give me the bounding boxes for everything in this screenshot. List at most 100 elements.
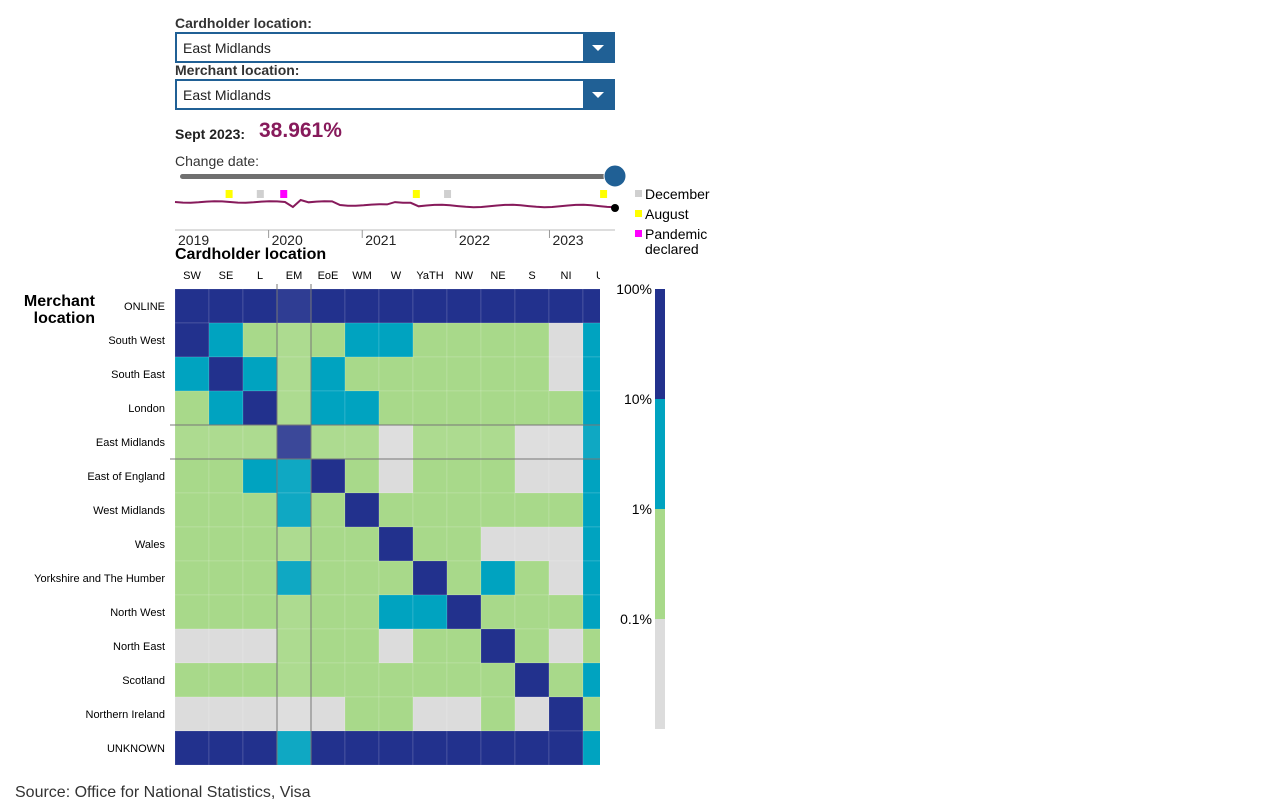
heatmap-cell[interactable] bbox=[514, 594, 550, 630]
heatmap-cell[interactable] bbox=[378, 288, 414, 324]
heatmap-cell[interactable] bbox=[412, 594, 448, 630]
heatmap-cell[interactable] bbox=[412, 662, 448, 698]
heatmap-cell[interactable] bbox=[412, 560, 448, 596]
heatmap-cell[interactable] bbox=[548, 560, 584, 596]
heatmap-cell[interactable] bbox=[310, 458, 346, 494]
heatmap-cell[interactable] bbox=[582, 424, 600, 460]
heatmap-cell[interactable] bbox=[242, 696, 278, 732]
heatmap-cell[interactable] bbox=[208, 594, 244, 630]
heatmap-cell[interactable] bbox=[412, 628, 448, 664]
heatmap-cell[interactable] bbox=[446, 492, 482, 528]
heatmap-cell[interactable] bbox=[378, 356, 414, 392]
heatmap-cell[interactable] bbox=[446, 560, 482, 596]
heatmap-cell[interactable] bbox=[548, 288, 584, 324]
heatmap-cell[interactable] bbox=[174, 594, 210, 630]
heatmap-cell[interactable] bbox=[480, 730, 516, 766]
heatmap-cell[interactable] bbox=[174, 322, 210, 358]
heatmap-cell[interactable] bbox=[446, 288, 482, 324]
heatmap-cell[interactable] bbox=[276, 458, 312, 494]
heatmap-cell[interactable] bbox=[548, 662, 584, 698]
heatmap-cell[interactable] bbox=[310, 594, 346, 630]
heatmap-cell[interactable] bbox=[514, 730, 550, 766]
heatmap-cell[interactable] bbox=[310, 424, 346, 460]
heatmap-cell[interactable] bbox=[548, 730, 584, 766]
heatmap-cell[interactable] bbox=[514, 696, 550, 732]
heatmap-cell[interactable] bbox=[344, 662, 380, 698]
heatmap-cell[interactable] bbox=[310, 492, 346, 528]
heatmap-cell[interactable] bbox=[344, 696, 380, 732]
heatmap-cell[interactable] bbox=[242, 288, 278, 324]
heatmap-cell[interactable] bbox=[582, 390, 600, 426]
heatmap-cell[interactable] bbox=[582, 628, 600, 664]
heatmap-cell[interactable] bbox=[310, 628, 346, 664]
heatmap-cell[interactable] bbox=[378, 390, 414, 426]
heatmap-cell[interactable] bbox=[412, 730, 448, 766]
heatmap-cell[interactable] bbox=[582, 594, 600, 630]
heatmap-cell[interactable] bbox=[548, 322, 584, 358]
heatmap-cell[interactable] bbox=[446, 628, 482, 664]
heatmap-cell[interactable] bbox=[480, 560, 516, 596]
heatmap-cell[interactable] bbox=[208, 560, 244, 596]
heatmap-cell[interactable] bbox=[446, 526, 482, 562]
chevron-down-icon[interactable] bbox=[583, 81, 613, 108]
heatmap-cell[interactable] bbox=[514, 492, 550, 528]
heatmap-cell[interactable] bbox=[480, 458, 516, 494]
heatmap-cell[interactable] bbox=[514, 662, 550, 698]
heatmap-cell[interactable] bbox=[582, 662, 600, 698]
heatmap-cell[interactable] bbox=[412, 492, 448, 528]
heatmap-cell[interactable] bbox=[310, 288, 346, 324]
heatmap-cell[interactable] bbox=[344, 390, 380, 426]
heatmap-cell[interactable] bbox=[412, 356, 448, 392]
heatmap-cell[interactable] bbox=[378, 322, 414, 358]
heatmap-cell[interactable] bbox=[514, 288, 550, 324]
heatmap-cell[interactable] bbox=[208, 424, 244, 460]
merchant-location-select[interactable]: East Midlands bbox=[175, 79, 615, 110]
heatmap-cell[interactable] bbox=[208, 628, 244, 664]
heatmap-cell[interactable] bbox=[174, 696, 210, 732]
heatmap-cell[interactable] bbox=[208, 696, 244, 732]
heatmap-cell[interactable] bbox=[208, 390, 244, 426]
heatmap-cell[interactable] bbox=[174, 526, 210, 562]
heatmap-cell[interactable] bbox=[480, 696, 516, 732]
heatmap-cell[interactable] bbox=[344, 322, 380, 358]
heatmap-cell[interactable] bbox=[310, 662, 346, 698]
cardholder-location-select[interactable]: East Midlands bbox=[175, 32, 615, 63]
heatmap-cell[interactable] bbox=[378, 628, 414, 664]
heatmap-cell[interactable] bbox=[514, 390, 550, 426]
heatmap-cell[interactable] bbox=[582, 322, 600, 358]
heatmap-cell[interactable] bbox=[480, 390, 516, 426]
heatmap-cell[interactable] bbox=[242, 492, 278, 528]
heatmap-cell[interactable] bbox=[344, 560, 380, 596]
heatmap-cell[interactable] bbox=[310, 356, 346, 392]
heatmap-cell[interactable] bbox=[582, 526, 600, 562]
heatmap-cell[interactable] bbox=[446, 356, 482, 392]
heatmap-cell[interactable] bbox=[276, 594, 312, 630]
heatmap-cell[interactable] bbox=[446, 662, 482, 698]
heatmap-cell[interactable] bbox=[276, 696, 312, 732]
heatmap-cell[interactable] bbox=[582, 560, 600, 596]
heatmap-cell[interactable] bbox=[174, 356, 210, 392]
heatmap-cell[interactable] bbox=[548, 492, 584, 528]
heatmap-cell[interactable] bbox=[310, 560, 346, 596]
heatmap-cell[interactable] bbox=[548, 526, 584, 562]
heatmap-cell[interactable] bbox=[412, 322, 448, 358]
heatmap-cell[interactable] bbox=[378, 492, 414, 528]
heatmap-cell[interactable] bbox=[276, 424, 312, 460]
heatmap-cell[interactable] bbox=[174, 390, 210, 426]
heatmap-cell[interactable] bbox=[582, 492, 600, 528]
heatmap-cell[interactable] bbox=[242, 424, 278, 460]
heatmap-cell[interactable] bbox=[514, 560, 550, 596]
heatmap-cell[interactable] bbox=[446, 458, 482, 494]
heatmap-cell[interactable] bbox=[208, 356, 244, 392]
heatmap-cell[interactable] bbox=[378, 730, 414, 766]
heatmap-cell[interactable] bbox=[446, 424, 482, 460]
heatmap-cell[interactable] bbox=[174, 492, 210, 528]
heatmap-cell[interactable] bbox=[480, 628, 516, 664]
heatmap-cell[interactable] bbox=[310, 730, 346, 766]
heatmap-cell[interactable] bbox=[548, 390, 584, 426]
heatmap-cell[interactable] bbox=[412, 288, 448, 324]
heatmap-cell[interactable] bbox=[276, 390, 312, 426]
heatmap-cell[interactable] bbox=[344, 628, 380, 664]
heatmap-cell[interactable] bbox=[582, 288, 600, 324]
heatmap-cell[interactable] bbox=[344, 458, 380, 494]
